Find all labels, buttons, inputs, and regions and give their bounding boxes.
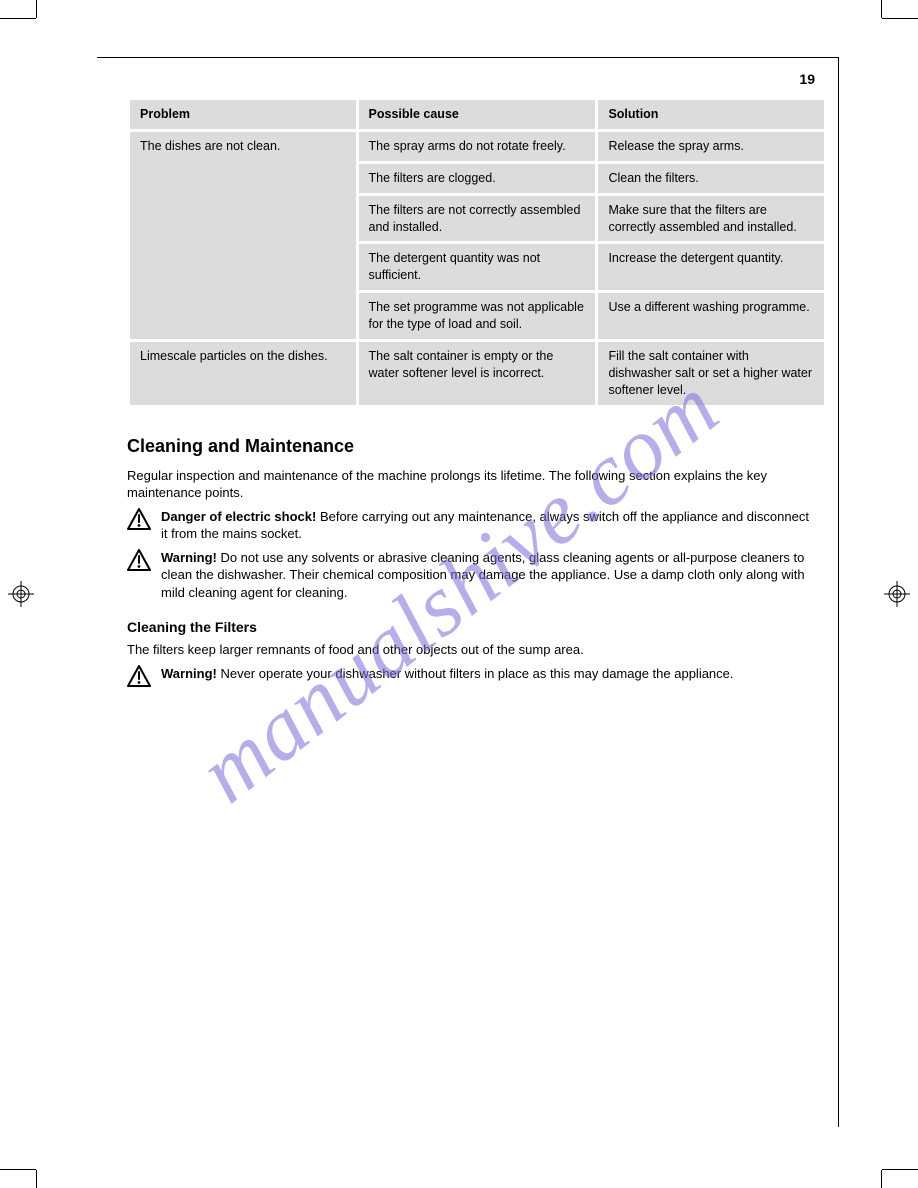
warning-bold: Warning! [161,550,217,565]
table-cell: Increase the detergent quantity. [597,243,826,292]
warning-icon [127,665,151,687]
table-row: Limescale particles on the dishes. The s… [129,340,826,406]
table-header-cell: Possible cause [357,99,597,131]
section-intro: Regular inspection and maintenance of th… [127,467,819,502]
table-header-cell: Solution [597,99,826,131]
crop-mark [882,1169,918,1170]
crop-mark [0,18,36,19]
section-heading: Cleaning and Maintenance [127,436,819,457]
troubleshooting-table: Problem Possible cause Solution The dish… [127,97,827,408]
warning-block: Danger of electric shock! Before carryin… [127,508,819,543]
table-cell: Clean the filters. [597,162,826,194]
table-cell: Limescale particles on the dishes. [129,340,358,406]
page-content: 19 Problem Possible cause Solution The d… [97,57,839,733]
table-header-row: Problem Possible cause Solution [129,99,826,131]
table-cell: Use a different washing programme. [597,292,826,341]
table-cell: The filters are clogged. [357,162,597,194]
warning-text: Warning! Do not use any solvents or abra… [161,549,819,602]
crop-mark [36,0,37,18]
warning-block: Warning! Do not use any solvents or abra… [127,549,819,602]
subsection-heading: Cleaning the Filters [127,619,819,635]
table-cell: The salt container is empty or the water… [357,340,597,406]
table-cell: Make sure that the filters are correctly… [597,194,826,243]
warning-icon [127,508,151,530]
warning-icon [127,549,151,571]
page-number: 19 [799,71,815,87]
crop-mark [36,1170,37,1188]
warning-body: Never operate your dishwasher without fi… [217,666,734,681]
table-cell: The detergent quantity was not sufficien… [357,243,597,292]
table-cell: Release the spray arms. [597,130,826,162]
registration-mark-icon [8,581,34,607]
warning-text: Warning! Never operate your dishwasher w… [161,665,734,683]
crop-mark [881,1170,882,1188]
warning-bold: Warning! [161,666,217,681]
table-cell: The set programme was not applicable for… [357,292,597,341]
subsection-intro: The filters keep larger remnants of food… [127,641,819,659]
crop-mark [0,1169,36,1170]
registration-mark-icon [884,581,910,607]
table-cell: The spray arms do not rotate freely. [357,130,597,162]
warning-block: Warning! Never operate your dishwasher w… [127,665,819,687]
warning-bold: Danger of electric shock! [161,509,316,524]
warning-body: Do not use any solvents or abrasive clea… [161,550,805,600]
table-row: The dishes are not clean. The spray arms… [129,130,826,162]
warning-text: Danger of electric shock! Before carryin… [161,508,819,543]
crop-mark [882,18,918,19]
table-cell: The filters are not correctly assembled … [357,194,597,243]
table-cell: Fill the salt container with dishwasher … [597,340,826,406]
crop-mark [881,0,882,18]
table-cell: The dishes are not clean. [129,130,358,340]
table-header-cell: Problem [129,99,358,131]
